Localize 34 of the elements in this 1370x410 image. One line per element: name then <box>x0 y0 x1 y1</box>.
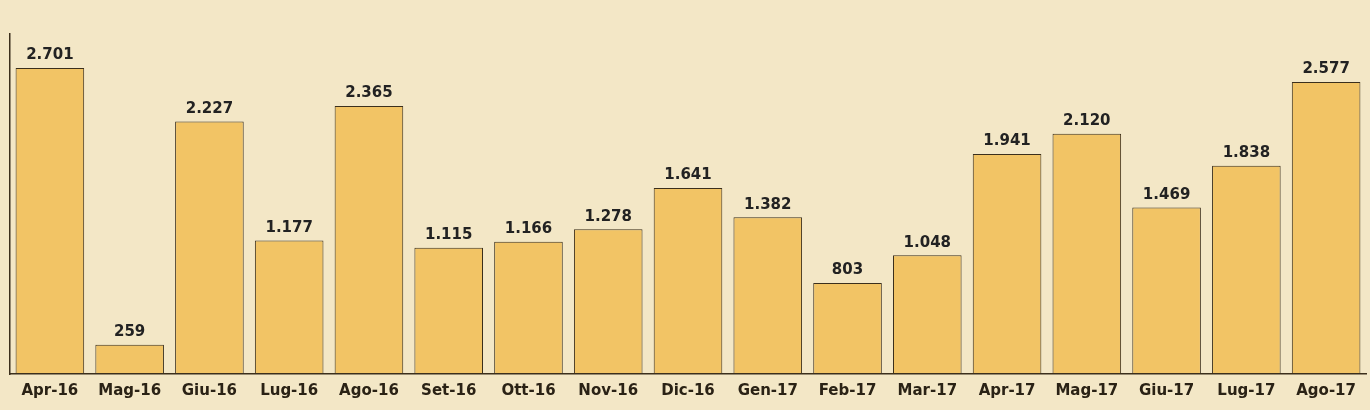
x-tick-label: Lug-16 <box>260 380 319 399</box>
data-label: 2.227 <box>185 99 234 117</box>
data-label: 1.177 <box>265 218 313 236</box>
data-label: 2.701 <box>26 45 74 64</box>
data-label: 1.115 <box>424 225 473 244</box>
x-tick-label: Nov-16 <box>578 380 639 399</box>
x-tick-label: Ott-16 <box>501 380 556 399</box>
data-label: 259 <box>113 322 146 341</box>
x-tick-label: Apr-16 <box>21 380 79 399</box>
data-label: 2.365 <box>345 83 393 102</box>
data-label: 1.941 <box>983 131 1031 150</box>
x-tick-label: Set-16 <box>421 380 477 399</box>
data-label: 1.166 <box>504 219 553 238</box>
x-tick-label: Ago-17 <box>1296 380 1356 399</box>
x-tick-label: Mag-16 <box>98 380 162 399</box>
data-label: 1.838 <box>1222 143 1271 162</box>
data-label: 1.278 <box>584 206 632 225</box>
x-tick-label: Gen-17 <box>737 380 798 399</box>
x-tick-label: Giu-16 <box>181 380 238 399</box>
x-tick-label: Dic-16 <box>661 380 715 399</box>
data-label: 1.382 <box>744 194 792 213</box>
x-tick-label: Mag-17 <box>1055 380 1119 399</box>
data-label: 2.120 <box>1063 111 1111 130</box>
x-tick-label: Lug-17 <box>1217 380 1276 399</box>
data-label: 1.469 <box>1142 184 1191 203</box>
x-tick-label: Apr-17 <box>978 380 1036 399</box>
x-tick-label: Feb-17 <box>818 380 877 399</box>
data-label: 1.641 <box>664 165 712 184</box>
data-label: 2.577 <box>1302 59 1350 78</box>
data-label: 803 <box>831 260 864 279</box>
x-tick-label: Giu-17 <box>1138 380 1195 399</box>
x-tick-label: Ago-16 <box>339 380 399 399</box>
data-label: 1.048 <box>903 232 952 251</box>
x-tick-label: Mar-17 <box>897 380 958 399</box>
